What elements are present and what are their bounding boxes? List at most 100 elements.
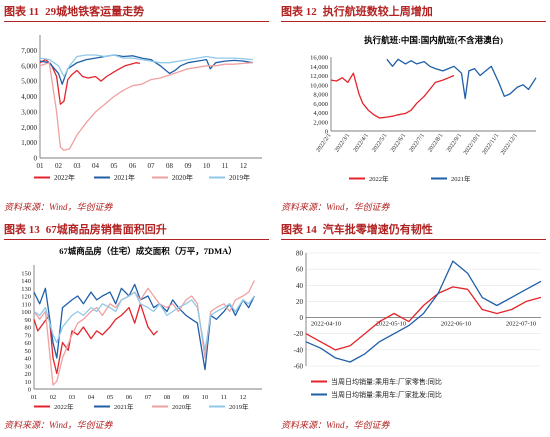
x-tick-label: 05 [111, 162, 119, 170]
x-tick-label: 02 [55, 162, 63, 170]
y-tick-label: -40 [294, 346, 304, 354]
x-tick-label: 12 [240, 162, 248, 170]
x-tick-label: 2022-07-10 [506, 321, 536, 328]
series-line-2 [33, 283, 255, 371]
x-tick-label: 12 [240, 394, 247, 401]
y-tick-label: 10,000 [310, 82, 328, 89]
chart-title: 67城商品房（住宅）成交面积（万平，7DMA） [59, 246, 237, 256]
y-tick-label: 5,000 [21, 78, 37, 86]
source-note: 资料来源：Wind，华创证券 [281, 420, 390, 430]
y-tick-label: 20 [25, 371, 32, 378]
x-tick-label: 05 [107, 394, 114, 401]
x-tick-label: 2022/6/1 [390, 133, 407, 154]
panel-title: 图表 12 执行航班数较上周增加 [281, 4, 546, 22]
housing-chart: 67城商品房（住宅）成交面积（万平，7DMA）01020304050607080… [21, 246, 262, 411]
x-tick-label: 08 [164, 394, 171, 401]
legend-label: 2021年 [114, 402, 134, 411]
y-tick-label: 7,000 [21, 47, 37, 55]
legend-label: 2021年 [451, 174, 471, 183]
x-tick-label: 2022/11/1 [482, 133, 501, 156]
y-tick-label: 0 [300, 314, 304, 322]
x-tick-label: 08 [166, 162, 174, 170]
x-tick-label: 2022/12/1 [500, 133, 519, 156]
y-tick-label: 40 [296, 282, 304, 290]
y-tick-label: 2,000 [313, 119, 328, 126]
figure-title: 汽车批零增速仍有韧性 [322, 224, 433, 236]
series-line-4 [39, 54, 253, 78]
x-tick-label: 2022/8/1 [427, 133, 444, 154]
series-line-1 [305, 286, 542, 351]
y-tick-label: 40 [25, 356, 32, 363]
legend-label: 2019年 [229, 173, 250, 182]
series-line-2 [305, 260, 542, 363]
y-tick-label: -20 [294, 330, 304, 338]
y-tick-label: 1,000 [21, 139, 37, 147]
y-tick-label: 0 [325, 129, 328, 136]
y-tick-label: 140 [21, 278, 31, 285]
x-tick-label: 02 [50, 394, 57, 401]
x-tick-label: 2022/3/1 [334, 133, 351, 154]
y-tick-label: 4,000 [21, 93, 37, 101]
legend-label: 2020年 [172, 173, 193, 182]
series-line-1 [330, 72, 455, 119]
y-tick-label: 16,000 [310, 55, 328, 62]
source-note: 资料来源：Wind，华创证券 [4, 420, 113, 430]
legend-label: 2022年 [54, 173, 75, 182]
legend-label: 当周日均销量:乘用车:厂家批发:同比 [331, 390, 442, 399]
series-line-1 [33, 303, 158, 375]
y-tick-label: 6,000 [313, 101, 328, 108]
series-line-1 [39, 58, 141, 105]
y-tick-label: 2,000 [21, 124, 37, 132]
y-tick-label: 120 [21, 294, 31, 301]
chart-title: 执行航班:中国:国内航班(不含港澳台) [364, 35, 503, 45]
x-tick-label: 03 [74, 162, 82, 170]
legend-label: 当周日均销量:乘用车:厂家零售:同比 [331, 377, 442, 386]
y-tick-label: 150 [21, 270, 31, 277]
y-tick-label: 0 [28, 387, 31, 394]
y-tick-label: 80 [25, 325, 32, 332]
y-tick-label: 20 [296, 298, 304, 306]
y-tick-label: -60 [294, 363, 304, 371]
x-tick-label: 04 [92, 162, 100, 170]
legend-label: 2022年 [54, 402, 74, 411]
subway-chart: 0 1,000 2,000 3,000 4,000 5,000 6,000 7,000 01 02… [21, 35, 262, 182]
flights-chart: 执行航班:中国:国内航班(不含港澳台) 0 2,000 4,000 6,000 8,000… [310, 35, 537, 183]
figure-number: 图表 11 [4, 6, 40, 18]
figure-number: 图表 12 [281, 6, 317, 18]
x-tick-label: 2022/2/1 [315, 133, 332, 154]
x-tick-label: 10 [203, 162, 211, 170]
x-tick-label: 06 [126, 394, 133, 401]
y-tick-label: 50 [25, 348, 32, 355]
autos-chart: -60 -40 -20 0 20 40 60 80 2022-04-10 2022-05-10 20… [294, 250, 542, 399]
y-tick-label: 30 [25, 363, 32, 370]
y-tick-label: 70 [25, 332, 32, 339]
y-tick-label: 60 [296, 266, 304, 274]
x-tick-label: 11 [221, 394, 227, 401]
y-tick-label: 8,000 [313, 92, 328, 99]
y-tick-label: 60 [25, 340, 32, 347]
series-line-3 [33, 280, 255, 386]
figure-title: 67城商品房销售面积回升 [45, 224, 167, 236]
x-tick-label: 2022-04-10 [311, 321, 341, 328]
x-tick-label: 2022/7/1 [409, 133, 426, 154]
legend-label: 2020年 [172, 402, 192, 411]
x-tick-label: 11 [222, 162, 229, 170]
y-tick-label: 6,000 [21, 62, 37, 70]
chart-panel-housing: 图表 13 67城商品房销售面积回升 67城商品房（住宅）成交面积（万平，7DMA… [4, 222, 269, 432]
y-tick-label: 14,000 [310, 64, 328, 71]
series-line-2 [386, 58, 537, 100]
x-tick-label: 04 [88, 394, 95, 401]
y-tick-label: 100 [21, 309, 31, 316]
y-tick-label: 12,000 [310, 73, 328, 80]
series-line-2 [39, 54, 253, 85]
y-tick-label: 110 [21, 301, 31, 308]
chart-panel-subway: 图表 11 29城地铁客运量走势 0 1,000 2,000 3,000 4,000 5,0… [4, 4, 269, 214]
y-tick-label: 0 [34, 155, 38, 163]
x-tick-label: 09 [183, 394, 190, 401]
x-tick-label: 2022-06-10 [441, 321, 471, 328]
figure-number: 图表 13 [4, 224, 40, 236]
x-tick-label: 03 [69, 394, 76, 401]
legend-label: 2021年 [114, 173, 135, 182]
series-line-4 [33, 291, 255, 351]
x-tick-label: 07 [148, 162, 156, 170]
